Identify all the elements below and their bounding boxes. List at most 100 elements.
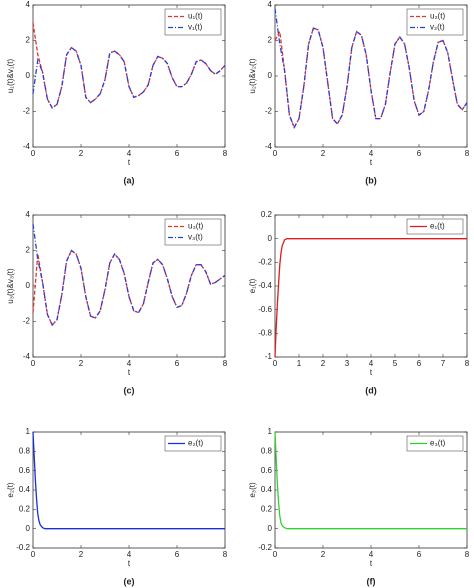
x-tick-label: 2 [79,550,84,559]
panel: -1 -0.8 -0.6 -0.4 -0.2 0 0.2 0 1 2 3 4 5 6 7 8 t e₁(t) (d)… [248,210,470,395]
x-axis-label: t [370,559,373,568]
x-tick-label: 3 [345,359,350,368]
y-tick-label: 0.6 [19,466,31,475]
y-tick-label: 0.2 [19,504,31,513]
legend-box [164,435,222,452]
panel: -4 -2 0 2 4 0 2 4 6 8 t u₁(t)&v₁(t) (a) u₁(t) v₁(t) [6,0,228,185]
series-line [32,46,226,109]
series-line [274,238,467,358]
x-axis-label: t [128,559,131,568]
legend-label: v₂(t) [430,23,445,32]
series-line [32,431,225,530]
y-tick-label: 1 [26,427,31,436]
x-tick-label: 6 [175,550,180,559]
x-tick-label: 0 [31,550,36,559]
y-tick-label: -0.6 [258,305,272,314]
y-tick-label: 0.8 [19,446,31,455]
y-tick-label: 0.8 [261,446,273,455]
x-tick-label: 6 [175,359,180,368]
x-tick-label: 2 [79,359,84,368]
x-tick-label: 4 [369,149,374,158]
legend-box [406,435,464,452]
panel: -4 -2 0 2 4 0 2 4 6 8 t u₃(t)&v₃(t) (c) u₃(t) v₃(t) [6,210,228,395]
x-tick-label: 0 [31,149,36,158]
y-tick-label: 0.6 [261,466,273,475]
y-tick-label: -0.4 [258,281,272,290]
y-tick-label: 0.2 [261,504,273,513]
y-tick-label: 0 [26,524,31,533]
panel: -4 -2 0 2 4 0 2 4 6 8 t u₂(t)&v₂(t) (b) u₂(t) v₂(t) [248,0,470,185]
caption: (a) [124,175,135,185]
y-axis-label: u₂(t)&v₂(t) [248,58,257,93]
series-line [274,431,467,530]
y-tick-label: 4 [268,0,273,9]
x-tick-label: 0 [273,359,278,368]
caption: (c) [124,385,135,395]
series-line [32,223,226,327]
y-tick-label: -2 [23,107,31,116]
x-tick-label: 8 [465,149,470,158]
x-tick-label: 8 [465,359,470,368]
x-tick-label: 7 [441,359,446,368]
y-axis-label: u₁(t)&v₁(t) [6,59,15,94]
x-tick-label: 4 [369,550,374,559]
x-tick-label: 4 [369,359,374,368]
x-tick-label: 6 [417,149,422,158]
x-tick-label: 8 [223,359,228,368]
x-tick-label: 4 [127,359,132,368]
x-tick-label: 0 [273,550,278,559]
y-tick-label: 1 [268,427,273,436]
x-tick-label: 8 [465,550,470,559]
legend-box [164,8,222,36]
x-axis-label: t [128,158,131,167]
y-tick-label: 0.4 [19,485,31,494]
y-axis-label: e₁(t) [248,278,257,293]
x-tick-label: 2 [321,550,326,559]
y-tick-label: 4 [26,210,31,219]
legend-label: u₃(t) [188,222,204,231]
legend-label: e₃(t) [430,439,446,448]
x-tick-label: 6 [417,359,422,368]
x-tick-label: 6 [417,550,422,559]
y-tick-label: 0 [268,524,273,533]
x-tick-label: 2 [321,359,326,368]
x-axis-label: t [370,368,373,377]
legend-label: u₁(t) [188,12,203,21]
y-axis-label: u₃(t)&v₃(t) [6,268,15,304]
y-tick-label: -0.8 [258,328,272,337]
x-tick-label: 6 [175,149,180,158]
legend-label: v₃(t) [188,233,203,242]
x-tick-label: 4 [127,550,132,559]
y-tick-label: 2 [268,36,273,45]
legend-label: u₂(t) [430,12,445,21]
y-tick-label: -0.2 [258,543,272,552]
y-tick-label: -4 [23,352,31,361]
y-tick-label: 0 [268,71,273,80]
x-tick-label: 8 [223,550,228,559]
y-tick-label: 0 [268,234,273,243]
y-tick-label: 2 [26,246,31,255]
x-tick-label: 8 [223,149,228,158]
caption: (e) [124,576,135,586]
x-tick-label: 2 [79,149,84,158]
y-axis-label: e₃(t) [248,482,257,498]
x-tick-label: 5 [393,359,398,368]
caption: (d) [365,385,377,395]
y-tick-label: 0.4 [261,485,273,494]
caption: (f) [367,576,376,586]
x-axis-label: t [128,368,131,377]
x-tick-label: 0 [31,359,36,368]
y-tick-label: -2 [23,317,31,326]
y-tick-label: -1 [265,352,273,361]
y-tick-label: 4 [26,0,31,9]
caption: (b) [365,175,377,185]
y-tick-label: 2 [26,36,31,45]
plot-frame [274,214,468,358]
legend-label: v₁(t) [188,23,203,32]
y-tick-label: -4 [23,142,31,151]
y-tick-label: -4 [265,142,273,151]
y-tick-label: 0 [26,71,31,80]
legend-label: e₂(t) [188,439,203,448]
